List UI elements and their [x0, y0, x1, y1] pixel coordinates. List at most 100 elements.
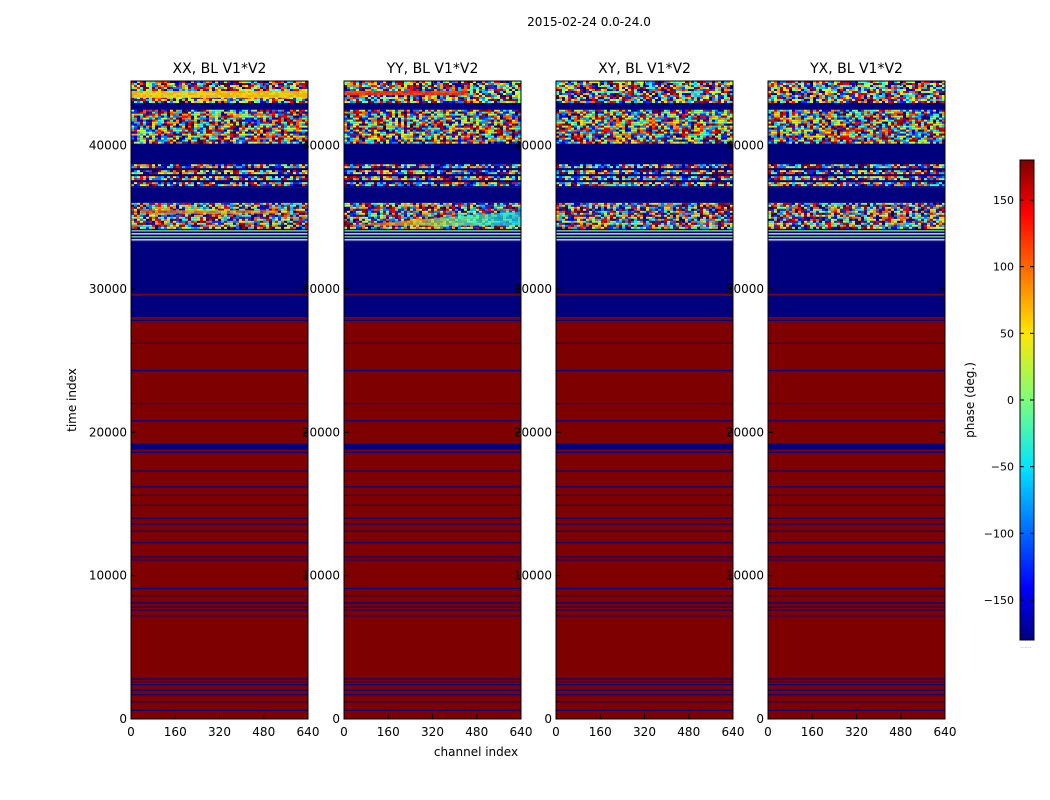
noise-cell [416, 184, 419, 187]
noise-cell [452, 164, 455, 167]
panel-title: XX, BL V1*V2 [173, 61, 267, 77]
noise-cell [272, 99, 275, 101]
noise-cell [512, 182, 515, 185]
noise-cell [305, 123, 308, 126]
noise-cell [389, 172, 392, 175]
noise-cell [488, 127, 491, 130]
noise-cell [266, 176, 269, 179]
noise-cell [263, 133, 266, 136]
noise-cell [440, 109, 443, 112]
noise-cell [239, 141, 242, 144]
noise-cell [425, 127, 428, 130]
noise-cell [134, 224, 137, 227]
noise-cell [386, 212, 389, 215]
noise-cell [440, 119, 443, 122]
noise-cell [146, 204, 149, 207]
noise-cell [458, 170, 461, 173]
noise-cell [359, 172, 362, 175]
noise-cell [464, 212, 467, 215]
noise-cell [401, 208, 404, 211]
noise-cell [209, 99, 212, 101]
noise-cell [488, 166, 491, 169]
noise-cell [461, 182, 464, 185]
noise-cell [350, 119, 353, 122]
noise-cell [347, 123, 350, 126]
noise-cell [182, 123, 185, 126]
noise-cell [425, 121, 428, 124]
noise-cell [242, 184, 245, 187]
noise-cell [497, 133, 500, 136]
noise-cell [266, 131, 269, 134]
noise-cell [458, 133, 461, 136]
noise-cell [464, 226, 467, 229]
noise-cell [506, 206, 509, 209]
noise-cell [176, 222, 179, 225]
noise-cell [497, 178, 500, 181]
noise-cell [302, 81, 305, 83]
noise-cell [416, 226, 419, 229]
noise-cell [206, 141, 209, 144]
noise-cell [479, 210, 482, 213]
noise-cell [302, 125, 305, 128]
noise-cell [506, 176, 509, 179]
noise-cell [359, 222, 362, 225]
noise-cell [134, 119, 137, 122]
noise-cell [269, 117, 272, 120]
noise-cell [221, 214, 224, 217]
noise-cell [299, 164, 302, 167]
noise-cell [161, 208, 164, 211]
noise-cell [230, 139, 233, 142]
noise-cell [431, 127, 434, 130]
noise-cell [173, 113, 176, 116]
noise-cell [257, 133, 260, 136]
noise-cell [278, 224, 281, 227]
noise-cell [287, 81, 290, 83]
noise-cell [362, 206, 365, 209]
noise-cell [233, 133, 236, 136]
noise-cell [254, 101, 257, 103]
noise-cell [143, 172, 146, 175]
noise-cell [485, 178, 488, 181]
noise-cell [269, 127, 272, 130]
noise-cell [452, 226, 455, 229]
noise-cell [305, 125, 308, 128]
noise-cell [452, 182, 455, 185]
noise-cell [368, 220, 371, 223]
noise-cell [386, 218, 389, 221]
noise-cell [401, 125, 404, 128]
noise-cell [149, 226, 152, 229]
noise-cell [413, 226, 416, 229]
noise-cell [173, 99, 176, 101]
noise-cell [362, 176, 365, 179]
noise-cell [230, 166, 233, 169]
noise-cell [134, 220, 137, 223]
noise-cell [209, 208, 212, 211]
noise-cell [455, 133, 458, 136]
noise-cell [266, 206, 269, 209]
noise-cell [371, 133, 374, 136]
noise-cell [137, 164, 140, 167]
noise-cell [146, 117, 149, 120]
noise-cell [404, 176, 407, 179]
noise-cell [155, 166, 158, 169]
noise-cell [161, 218, 164, 221]
noise-cell [215, 115, 218, 118]
noise-cell [350, 113, 353, 116]
noise-cell [239, 89, 242, 91]
noise-cell [425, 184, 428, 187]
noise-cell [371, 208, 374, 211]
noise-cell [158, 133, 161, 136]
noise-cell [422, 121, 425, 124]
noise-cell [443, 131, 446, 134]
noise-cell [473, 226, 476, 229]
noise-cell [431, 212, 434, 215]
noise-cell [254, 218, 257, 221]
noise-cell [134, 170, 137, 173]
noise-cell [299, 184, 302, 187]
noise-cell [194, 89, 197, 91]
noise-cell [491, 115, 494, 118]
noise-cell [230, 214, 233, 217]
noise-cell [380, 166, 383, 169]
noise-cell [353, 109, 356, 112]
noise-cell [482, 164, 485, 167]
